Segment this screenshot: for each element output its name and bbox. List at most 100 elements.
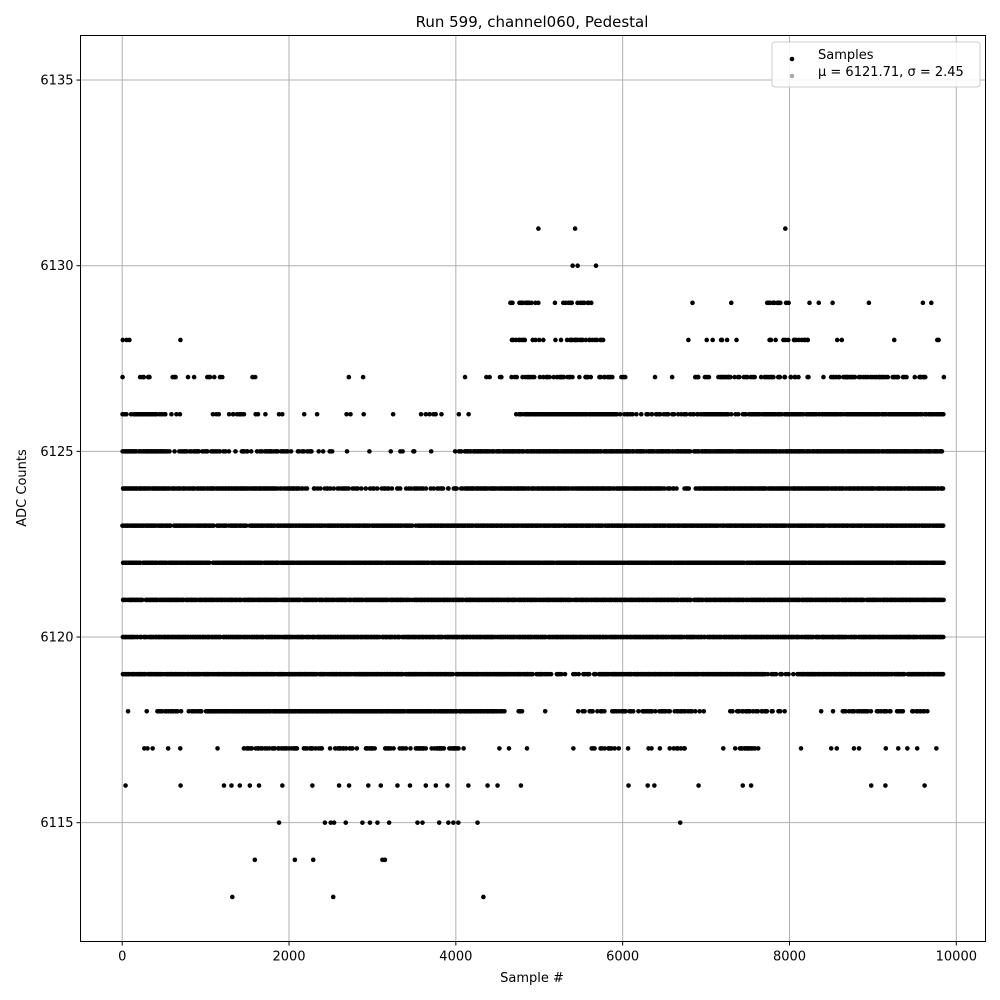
- data-point: [336, 783, 342, 788]
- data-point: [354, 746, 360, 751]
- data-point: [343, 746, 349, 751]
- data-point: [355, 486, 360, 491]
- data-point: [230, 894, 235, 900]
- data-point: [720, 746, 726, 751]
- data-point: [360, 820, 365, 825]
- data-point: [636, 708, 641, 714]
- data-point: [626, 783, 631, 788]
- data-point: [378, 783, 384, 788]
- data-point: [662, 486, 667, 491]
- data-point: [140, 597, 145, 603]
- data-point: [868, 708, 874, 714]
- data-point: [215, 746, 220, 751]
- data-point: [343, 820, 349, 825]
- data-point: [747, 708, 753, 714]
- data-point: [310, 783, 315, 788]
- data-point: [888, 708, 893, 714]
- data-point: [883, 746, 889, 751]
- data-point: [144, 708, 150, 714]
- data-point: [575, 708, 581, 714]
- data-point: [319, 746, 325, 751]
- data-point: [350, 746, 355, 751]
- data-point: [779, 671, 785, 677]
- data-point: [276, 820, 282, 825]
- data-point: [446, 486, 451, 491]
- data-point: [249, 746, 255, 751]
- data-point: [657, 746, 663, 751]
- data-point: [304, 486, 310, 491]
- data-point: [466, 783, 471, 788]
- data-point: [856, 746, 862, 751]
- data-point: [454, 486, 459, 491]
- data-point: [883, 783, 888, 788]
- data-point: [851, 708, 857, 714]
- data-point: [310, 857, 316, 863]
- data-point: [374, 486, 380, 491]
- data-point: [649, 746, 654, 751]
- data-point: [150, 746, 155, 751]
- data-point: [456, 820, 461, 825]
- data-point: [168, 523, 173, 528]
- data-point: [382, 857, 388, 863]
- data-point: [331, 486, 337, 491]
- data-point: [330, 894, 336, 900]
- data-point: [587, 671, 592, 677]
- data-point: [485, 783, 490, 788]
- data-point: [207, 560, 212, 566]
- data-point: [941, 597, 946, 603]
- data-point: [682, 746, 688, 751]
- data-point: [925, 708, 930, 714]
- data-point: [407, 783, 413, 788]
- data-point: [294, 746, 300, 751]
- data-point: [322, 820, 328, 825]
- data-point: [142, 746, 147, 751]
- data-point: [386, 486, 391, 491]
- data-point: [697, 708, 703, 714]
- data-point: [592, 746, 597, 751]
- data-point: [395, 783, 400, 788]
- data-point: [445, 783, 450, 788]
- data-point: [828, 746, 834, 751]
- data-point: [677, 820, 683, 825]
- data-point: [895, 746, 901, 751]
- data-point: [403, 746, 409, 751]
- data-point: [689, 708, 695, 714]
- data-point: [791, 671, 796, 677]
- data-point: [252, 857, 258, 863]
- data-point: [755, 746, 761, 751]
- data-point: [645, 783, 650, 788]
- data-point: [125, 708, 131, 714]
- data-point: [346, 486, 351, 491]
- data-point: [367, 820, 373, 825]
- data-point: [440, 486, 446, 491]
- data-point: [865, 708, 871, 714]
- data-point: [502, 708, 507, 714]
- data-point: [765, 671, 771, 677]
- data-point: [495, 783, 500, 788]
- data-point: [229, 783, 234, 788]
- data-point: [770, 708, 775, 714]
- data-point: [244, 523, 249, 528]
- data-point: [782, 708, 787, 714]
- data-point: [777, 708, 783, 714]
- data-point: [397, 486, 403, 491]
- data-point: [211, 523, 216, 528]
- data-point: [798, 746, 804, 751]
- data-point: [446, 820, 451, 825]
- data-point: [692, 708, 698, 714]
- data-point: [922, 783, 927, 788]
- data-point: [630, 708, 636, 714]
- data-point: [674, 486, 679, 491]
- data-point: [327, 746, 333, 751]
- data-point: [548, 671, 554, 677]
- data-point: [328, 820, 334, 825]
- data-point: [653, 708, 658, 714]
- data-point: [773, 671, 779, 677]
- data-point: [524, 746, 530, 751]
- data-point: [686, 486, 692, 491]
- data-point: [272, 746, 278, 751]
- data-point: [408, 746, 413, 751]
- data-point: [593, 671, 598, 677]
- data-point: [237, 783, 243, 788]
- data-point: [423, 746, 429, 751]
